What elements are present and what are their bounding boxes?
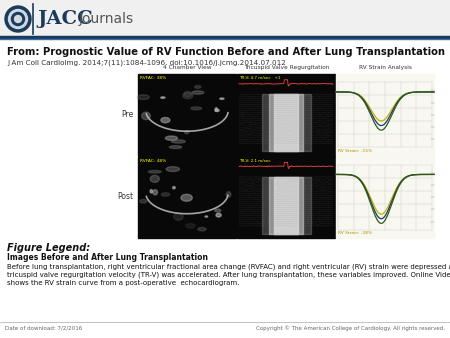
Ellipse shape bbox=[215, 110, 219, 112]
Ellipse shape bbox=[215, 209, 221, 212]
Text: Post: Post bbox=[117, 192, 133, 201]
Text: Images Before and After Lung Transplantation: Images Before and After Lung Transplanta… bbox=[7, 253, 208, 262]
Ellipse shape bbox=[195, 86, 201, 88]
Ellipse shape bbox=[183, 92, 193, 99]
Text: RVFAC: 48%: RVFAC: 48% bbox=[140, 159, 166, 163]
Bar bbox=[0, 0, 450, 38]
Bar bbox=[269, 94, 303, 151]
Text: Journals: Journals bbox=[79, 12, 134, 26]
Ellipse shape bbox=[150, 190, 153, 193]
Bar bbox=[261, 94, 310, 151]
Text: Before lung transplantation, right ventricular fractional area change (RVFAC) an: Before lung transplantation, right ventr… bbox=[7, 263, 450, 287]
Bar bbox=[274, 94, 298, 151]
Ellipse shape bbox=[150, 175, 159, 183]
Ellipse shape bbox=[216, 213, 221, 217]
Bar bbox=[261, 177, 310, 234]
Text: From: Prognostic Value of RV Function Before and After Lung Transplantation: From: Prognostic Value of RV Function Be… bbox=[7, 47, 445, 57]
Ellipse shape bbox=[165, 136, 177, 140]
Bar bbox=[336, 156, 434, 238]
Ellipse shape bbox=[169, 146, 182, 149]
Text: TR-V: 4.7 m/sec   +1: TR-V: 4.7 m/sec +1 bbox=[239, 76, 280, 80]
Circle shape bbox=[12, 13, 24, 25]
Text: J Am Coll Cardiolmg. 2014;7(11):1084-1096. doi:10.1016/j.jcmg.2014.07.012: J Am Coll Cardiolmg. 2014;7(11):1084-109… bbox=[7, 60, 286, 67]
Text: Tricuspid Valve Regurgitation: Tricuspid Valve Regurgitation bbox=[244, 65, 329, 70]
Ellipse shape bbox=[171, 140, 185, 143]
Ellipse shape bbox=[205, 216, 207, 217]
Ellipse shape bbox=[142, 112, 150, 120]
Ellipse shape bbox=[184, 91, 192, 97]
Ellipse shape bbox=[215, 108, 218, 111]
Bar bbox=[336, 74, 434, 155]
Text: RVFAC: 38%: RVFAC: 38% bbox=[140, 76, 166, 80]
Ellipse shape bbox=[162, 193, 170, 196]
Ellipse shape bbox=[140, 199, 147, 203]
Text: JACC: JACC bbox=[37, 10, 93, 28]
Ellipse shape bbox=[220, 98, 224, 99]
Bar bbox=[138, 74, 236, 155]
Ellipse shape bbox=[173, 187, 175, 189]
Bar bbox=[237, 156, 335, 238]
Circle shape bbox=[14, 16, 22, 23]
Ellipse shape bbox=[161, 118, 170, 123]
Text: RV Strain: -28%: RV Strain: -28% bbox=[338, 231, 372, 235]
Bar bbox=[237, 74, 335, 155]
Ellipse shape bbox=[198, 227, 206, 231]
Ellipse shape bbox=[153, 190, 157, 195]
Circle shape bbox=[5, 6, 31, 32]
Bar bbox=[138, 156, 236, 238]
Ellipse shape bbox=[191, 107, 202, 110]
Ellipse shape bbox=[166, 167, 180, 171]
Ellipse shape bbox=[137, 95, 149, 100]
Ellipse shape bbox=[186, 223, 195, 228]
Ellipse shape bbox=[181, 194, 192, 201]
Ellipse shape bbox=[161, 97, 165, 98]
Text: Date of download: 7/2/2016: Date of download: 7/2/2016 bbox=[5, 325, 82, 331]
Text: Figure Legend:: Figure Legend: bbox=[7, 243, 90, 253]
Ellipse shape bbox=[148, 170, 161, 173]
Text: 4 Chamber View: 4 Chamber View bbox=[163, 65, 212, 70]
Text: Copyright © The American College of Cardiology. All rights reserved.: Copyright © The American College of Card… bbox=[256, 325, 445, 331]
Text: RV Strain Analysis: RV Strain Analysis bbox=[359, 65, 412, 70]
Circle shape bbox=[9, 9, 27, 28]
Bar bbox=[269, 177, 303, 234]
Bar bbox=[274, 177, 298, 234]
Ellipse shape bbox=[174, 213, 183, 220]
Text: Pre: Pre bbox=[121, 110, 133, 119]
Ellipse shape bbox=[192, 91, 204, 94]
Ellipse shape bbox=[184, 131, 189, 134]
Text: TR-V: 2.1 m/sec: TR-V: 2.1 m/sec bbox=[239, 159, 270, 163]
Text: RV Strain: -15%: RV Strain: -15% bbox=[338, 148, 372, 152]
Ellipse shape bbox=[226, 192, 231, 197]
